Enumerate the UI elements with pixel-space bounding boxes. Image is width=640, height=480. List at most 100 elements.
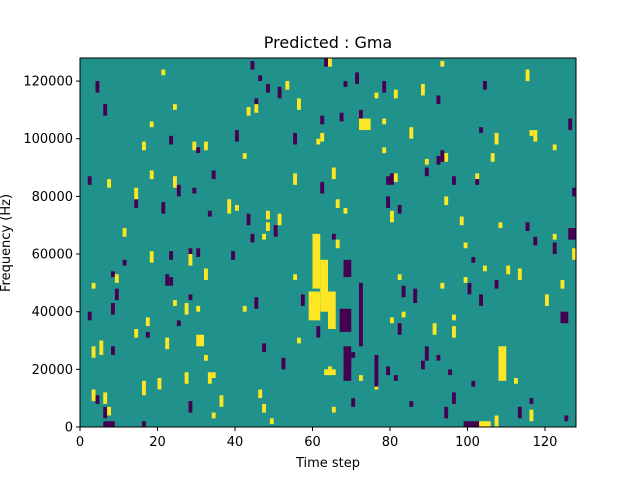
heatmap-cell [452,326,456,338]
heatmap-cell [564,415,569,422]
heatmap-cell [359,109,363,119]
heatmap-cell [227,199,232,214]
heatmap-cell [266,210,270,220]
x-tick-label: 20 [149,435,166,450]
heatmap-cell [463,242,468,249]
heatmap-cell [424,167,429,177]
heatmap-cell [490,153,495,162]
heatmap-cell [393,89,398,99]
heatmap-cell [242,305,247,312]
heatmap-cell [207,372,212,384]
heatmap-cell [114,288,119,301]
heatmap-cell [401,311,406,318]
heatmap-cell [266,222,270,231]
heatmap-cell [436,156,441,165]
heatmap-cell [440,60,445,67]
heatmap-cell [196,305,201,312]
heatmap-cell [343,207,348,214]
heatmap-cell [134,199,139,208]
heatmap-cell [196,147,201,154]
heatmap-cell [142,141,146,151]
heatmap-cell [258,75,263,82]
heatmap-cell [374,92,379,99]
heatmap-cell [149,251,154,263]
heatmap-cell [312,233,321,289]
heatmap-cell [475,179,480,185]
heatmap-cell [568,228,576,240]
heatmap-cell [173,104,177,110]
heatmap-cell [498,346,507,381]
heatmap-cell [293,173,298,185]
heatmap-cell [103,392,108,404]
heatmap-cell [173,176,177,188]
heatmap-cell [184,372,189,384]
heatmap-cell [374,354,379,387]
x-tick-label: 0 [76,435,84,450]
y-tick-label: 80000 [32,190,73,205]
heatmap-cell [351,352,356,358]
heatmap-cell [211,372,216,378]
heatmap-cell [95,395,100,404]
heatmap-cell [413,288,418,304]
heatmap-cell [568,118,573,131]
heatmap-cell [300,294,305,306]
heatmap-cell [479,421,491,427]
heatmap-cell [525,69,530,82]
heatmap-cell [316,326,321,338]
heatmap-cell [246,107,251,116]
heatmap-cell [324,58,329,67]
heatmap-cell [99,340,104,355]
heatmap-cell [262,233,267,240]
heatmap-cell [533,236,538,246]
heatmap-cell [393,375,398,381]
heatmap-cell [424,158,429,165]
heatmap-cell [343,346,352,381]
heatmap-cell [91,282,96,289]
heatmap-cell [475,173,480,180]
heatmap-cell [184,303,189,315]
x-tick-label: 100 [455,435,480,450]
heatmap-cell [316,138,321,145]
heatmap-cell [351,398,356,407]
heatmap-cell [273,225,278,237]
heatmap-cell [149,170,154,180]
y-tick-label: 100000 [23,132,73,147]
heatmap-cell [552,144,557,151]
heatmap-cell [211,412,216,419]
heatmap-cell [514,377,518,384]
heatmap-cell [235,130,239,142]
heatmap-cell [207,210,212,217]
x-tick-label: 120 [533,435,558,450]
heatmap-cell [188,248,193,257]
heatmap-cell [479,127,484,133]
heatmap-cell [250,233,255,243]
heatmap-cell [572,248,577,260]
heatmap-cell [494,415,499,427]
heatmap-cell [436,354,441,361]
heatmap-cell [111,303,115,315]
heatmap-cell [432,323,437,335]
heatmap-cell [572,187,577,197]
heatmap-cell [308,291,321,321]
heatmap-cell [161,69,166,76]
heatmap-cell [111,271,115,278]
heatmap-cell [320,132,325,142]
heatmap-cell [196,248,201,257]
heatmap-cell [285,81,290,90]
heatmap-cell [494,132,499,145]
heatmap-cell [331,167,336,180]
heatmap-cell [448,369,453,376]
heatmap-cell [560,279,565,289]
y-tick-label: 120000 [23,75,73,90]
heatmap-cell [173,300,177,306]
heatmap-cell [235,205,239,211]
heatmap-cell [424,346,429,361]
heatmap-cell [529,130,534,136]
x-axis-label: Time step [295,456,360,471]
heatmap-cell [359,375,363,381]
heatmap-cell [393,173,398,182]
heatmap-cell [452,392,456,404]
heatmap-cell [254,98,259,110]
heatmap-cell [91,389,96,402]
